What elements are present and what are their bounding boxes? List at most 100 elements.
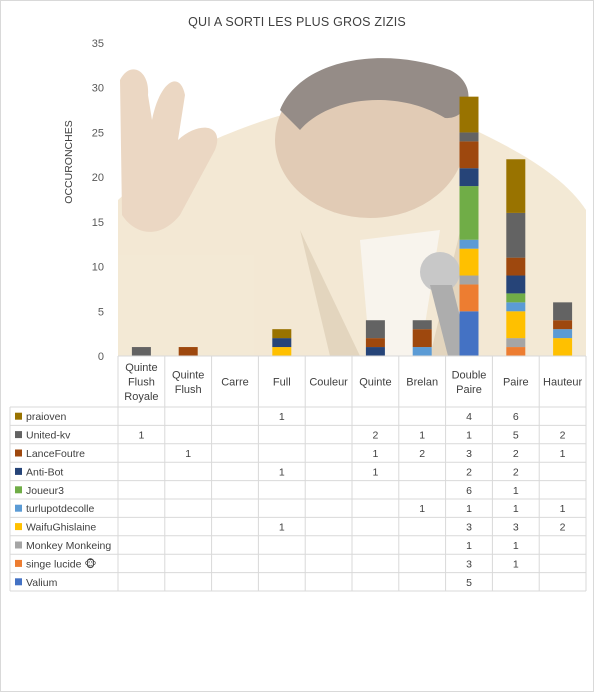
legend-swatch-praioven <box>15 412 22 420</box>
bar-anti-bot-5 <box>365 347 385 356</box>
bar-monkey-monkeing-8 <box>506 338 526 348</box>
data-label-8-0: 1 <box>138 430 144 442</box>
legend-swatch-turlupotdecolle <box>15 504 22 512</box>
data-label-6-5: 1 <box>372 466 378 478</box>
data-label-7-5: 1 <box>372 448 378 460</box>
legend-label-praioven: praioven <box>26 411 66 423</box>
data-label-3-7: 3 <box>466 522 472 534</box>
legend-swatch-united-kv <box>15 431 22 439</box>
legend-swatch-lancefoutre <box>15 449 22 457</box>
data-label-4-9: 1 <box>560 503 566 515</box>
bar-united-kv-5 <box>365 320 385 339</box>
category-label-0-1: Flush <box>128 377 155 389</box>
bar-waifughislaine-8 <box>506 311 526 339</box>
category-label-5-0: Quinte <box>359 377 391 389</box>
data-label-1-7: 3 <box>466 558 472 570</box>
legend-label-valium: Valium <box>26 577 58 589</box>
bar-anti-bot-3 <box>272 338 292 348</box>
bar-lancefoutre-7 <box>459 141 479 169</box>
y-tick-label-20: 20 <box>92 172 104 184</box>
data-label-8-5: 2 <box>372 430 378 442</box>
data-label-1-8: 1 <box>513 558 519 570</box>
data-label-6-7: 2 <box>466 466 472 478</box>
legend-label-united-kv: United-kv <box>26 430 71 442</box>
category-label-2-0: Carre <box>221 377 249 389</box>
bar-lancefoutre-1 <box>178 347 198 356</box>
legend-label-singe-lucide-: singe lucide 🐵 <box>26 557 97 570</box>
bar-praioven-3 <box>272 329 292 339</box>
category-label-1-0: Quinte <box>172 369 204 381</box>
category-label-3-0: Full <box>273 377 291 389</box>
data-label-2-8: 1 <box>513 540 519 552</box>
data-label-9-3: 1 <box>279 411 285 423</box>
data-label-4-8: 1 <box>513 503 519 515</box>
y-axis-label: OCCURONCHES <box>63 120 75 203</box>
bar-waifughislaine-9 <box>553 338 573 356</box>
legend-swatch-monkey-monkeing <box>15 541 22 549</box>
bar-lancefoutre-9 <box>553 320 573 330</box>
legend-label-lancefoutre: LanceFoutre <box>26 448 85 460</box>
legend-swatch-valium <box>15 578 22 586</box>
data-label-7-8: 2 <box>513 448 519 460</box>
data-label-4-6: 1 <box>419 503 425 515</box>
bar-singe-lucide--7 <box>459 284 479 312</box>
y-tick-label-30: 30 <box>92 83 104 95</box>
data-label-4-7: 1 <box>466 503 472 515</box>
category-label-6-0: Brelan <box>406 377 438 389</box>
legend-label-monkey-monkeing: Monkey Monkeing <box>26 540 111 552</box>
legend-label-joueur3: Joueur3 <box>26 485 64 497</box>
category-label-9-0: Hauteur <box>543 377 582 389</box>
category-label-8-0: Paire <box>503 377 529 389</box>
legend-label-waifughislaine: WaifuGhislaine <box>26 522 96 534</box>
category-label-7-0: Double <box>452 369 487 381</box>
y-tick-label-15: 15 <box>92 217 104 229</box>
legend-swatch-singe-lucide- <box>15 559 22 567</box>
bar-lancefoutre-8 <box>506 257 526 276</box>
data-label-5-8: 1 <box>513 485 519 497</box>
data-label-9-8: 6 <box>513 411 519 423</box>
legend-swatch-anti-bot <box>15 467 22 475</box>
bar-turlupotdecolle-6 <box>412 347 432 356</box>
data-label-8-9: 2 <box>560 430 566 442</box>
data-label-5-7: 6 <box>466 485 472 497</box>
bar-valium-7 <box>459 311 479 356</box>
bar-turlupotdecolle-8 <box>506 302 526 312</box>
bar-turlupotdecolle-7 <box>459 239 479 249</box>
data-label-2-7: 1 <box>466 540 472 552</box>
legend-label-turlupotdecolle: turlupotdecolle <box>26 503 94 515</box>
y-tick-label-0: 0 <box>98 351 104 363</box>
category-label-0-0: Quinte <box>125 362 157 374</box>
y-tick-label-35: 35 <box>92 38 104 50</box>
bar-united-kv-0 <box>131 347 151 356</box>
chart-title: QUI A SORTI LES PLUS GROS ZIZIS <box>188 15 406 29</box>
y-tick-label-25: 25 <box>92 127 104 139</box>
data-label-6-3: 1 <box>279 466 285 478</box>
bar-joueur3-8 <box>506 293 526 303</box>
bar-united-kv-8 <box>506 212 526 258</box>
category-label-1-1: Flush <box>175 384 202 396</box>
bar-praioven-8 <box>506 159 526 213</box>
data-label-0-7: 5 <box>466 577 472 589</box>
bar-lancefoutre-5 <box>365 338 385 348</box>
bar-turlupotdecolle-9 <box>553 329 573 339</box>
data-label-6-8: 2 <box>513 466 519 478</box>
bar-waifughislaine-3 <box>272 347 292 356</box>
data-label-3-9: 2 <box>560 522 566 534</box>
bar-anti-bot-7 <box>459 168 479 187</box>
data-label-3-8: 3 <box>513 522 519 534</box>
legend-label-anti-bot: Anti-Bot <box>26 466 63 478</box>
category-label-0-2: Royale <box>124 391 158 403</box>
bar-joueur3-7 <box>459 186 479 240</box>
data-label-7-9: 1 <box>560 448 566 460</box>
category-label-4-0: Couleur <box>309 377 348 389</box>
legend-swatch-joueur3 <box>15 486 22 494</box>
data-label-7-7: 3 <box>466 448 472 460</box>
bar-waifughislaine-7 <box>459 248 479 276</box>
data-label-3-3: 1 <box>279 522 285 534</box>
y-tick-label-10: 10 <box>92 262 104 274</box>
data-label-8-6: 1 <box>419 430 425 442</box>
bar-united-kv-7 <box>459 132 479 142</box>
bar-singe-lucide--8 <box>506 347 526 356</box>
bar-praioven-7 <box>459 96 479 133</box>
legend-swatch-waifughislaine <box>15 523 22 531</box>
